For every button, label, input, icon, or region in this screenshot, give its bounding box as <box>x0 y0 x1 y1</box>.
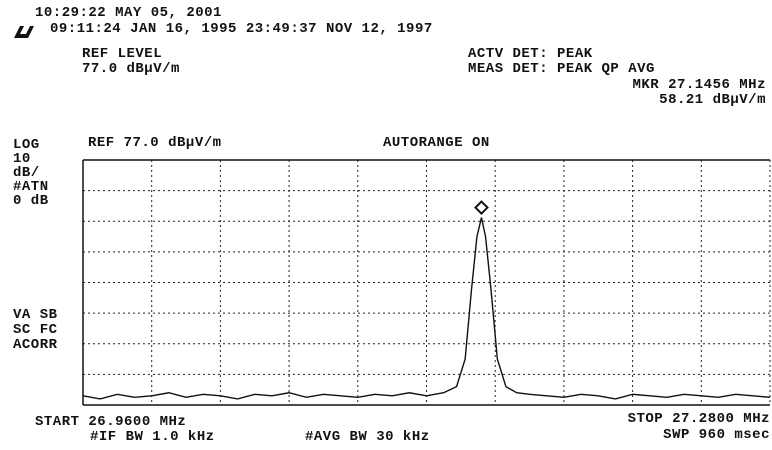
scale-label: 10 <box>13 151 31 167</box>
scale-label: dB/ <box>13 165 40 181</box>
dates: 09:11:24 JAN 16, 1995 23:49:37 NOV 12, 1… <box>50 21 433 37</box>
avg-bw: #AVG BW 30 kHz <box>305 429 430 445</box>
meas-det: MEAS DET: PEAK QP AVG <box>468 61 655 77</box>
logo <box>14 26 34 38</box>
start-freq: START 26.9600 MHz <box>35 414 186 430</box>
status-label: ACORR <box>13 337 58 353</box>
scale-label: LOG <box>13 137 40 153</box>
trace <box>82 217 771 400</box>
ref-level-value: 77.0 dBµV/m <box>82 61 180 77</box>
status-label: SC FC <box>13 322 58 338</box>
scale-label: #ATN <box>13 179 49 195</box>
ref-header: REF 77.0 dBµV/m <box>88 135 222 151</box>
marker-level: 58.21 dBµV/m <box>659 92 766 108</box>
if-bw: #IF BW 1.0 kHz <box>90 429 215 445</box>
status-label: VA SB <box>13 307 58 323</box>
clock: 10:29:22 MAY 05, 2001 <box>35 5 222 21</box>
marker <box>474 200 489 215</box>
ref-level-label: REF LEVEL <box>82 46 162 62</box>
autorange: AUTORANGE ON <box>383 135 490 151</box>
scale-label: 0 dB <box>13 193 49 209</box>
stop-freq: STOP 27.2800 MHz <box>628 411 770 427</box>
actv-det: ACTV DET: PEAK <box>468 46 593 62</box>
sweep: SWP 960 msec <box>663 427 770 443</box>
marker-freq: MKR 27.1456 MHz <box>632 77 766 93</box>
